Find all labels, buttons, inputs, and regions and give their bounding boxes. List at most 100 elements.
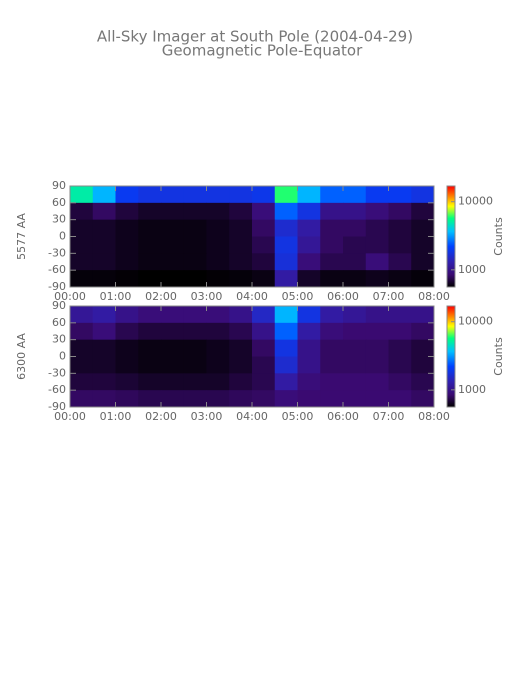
heatmap-cell (320, 236, 344, 254)
heatmap-cell (183, 253, 207, 271)
heatmap-cell (161, 322, 185, 341)
heatmap-cell (365, 390, 389, 408)
heatmap-cell (92, 253, 116, 271)
heatmap-cell (343, 322, 367, 341)
heatmap-cell (320, 306, 344, 324)
heatmap-cell (229, 270, 253, 288)
heatmap-cell (138, 236, 162, 254)
y-tick-label: -60 (48, 383, 66, 396)
heatmap-cell (138, 186, 162, 204)
heatmap-cell (70, 202, 94, 221)
x-tick-label: 03:00 (191, 290, 223, 303)
heatmap-cell (206, 253, 230, 271)
heatmap-cell (115, 356, 139, 374)
heatmap-cell (206, 339, 230, 357)
heatmap-cell (252, 373, 276, 391)
heatmap-cell (92, 390, 116, 408)
heatmap-cell (115, 219, 139, 237)
heatmap-cell (115, 339, 139, 357)
heatmap-cell (70, 339, 94, 357)
heatmap-cell (229, 253, 253, 271)
x-tick-label: 07:00 (373, 410, 405, 423)
heatmap-cell (115, 306, 139, 324)
page-title: All-Sky Imager at South Pole (2004-04-29… (97, 28, 413, 46)
heatmap-cell (365, 306, 389, 324)
heatmap-cell (70, 306, 94, 324)
heatmap-cell (229, 339, 253, 357)
heatmap-cell (183, 390, 207, 408)
x-tick-label: 08:00 (418, 290, 450, 303)
heatmap-cell (229, 219, 253, 237)
heatmap-cell (365, 236, 389, 254)
heatmap-cell (70, 186, 94, 204)
heatmap-cell (161, 186, 185, 204)
heatmap-cell (161, 373, 185, 391)
x-tick-label: 02:00 (145, 410, 177, 423)
heatmap-cell (70, 270, 94, 288)
heatmap-cell (411, 236, 435, 254)
x-tick-label: 04:00 (236, 290, 268, 303)
x-tick-label: 01:00 (100, 290, 132, 303)
x-tick-label: 05:00 (282, 410, 314, 423)
heatmap-cell (252, 219, 276, 237)
heatmap-cell (411, 270, 435, 288)
heatmap-cell (365, 373, 389, 391)
heatmap-cell (252, 236, 276, 254)
heatmap-cell (320, 322, 344, 341)
heatmap-cell (161, 253, 185, 271)
heatmap-cell (115, 270, 139, 288)
heatmap-cell (206, 322, 230, 341)
heatmap-cell (206, 219, 230, 237)
y-tick-label: 30 (52, 333, 66, 346)
heatmap-cell (252, 390, 276, 408)
x-tick-label: 03:00 (191, 410, 223, 423)
heatmap-cell (206, 186, 230, 204)
heatmap-cell (297, 219, 321, 237)
heatmap-cell (411, 390, 435, 408)
y-tick-label: 0 (59, 230, 66, 243)
y-axis-label: 5577 AA (15, 213, 28, 260)
heatmap-cell (388, 186, 412, 204)
y-tick-label: -30 (48, 246, 66, 259)
y-tick-label: 0 (59, 350, 66, 363)
heatmap-cell (92, 219, 116, 237)
heatmap-cell (229, 390, 253, 408)
y-tick-label: 30 (52, 213, 66, 226)
heatmap-cell (161, 356, 185, 374)
heatmap-cell (161, 219, 185, 237)
heatmap-cell (388, 270, 412, 288)
heatmap-cell (183, 236, 207, 254)
heatmap-cell (183, 356, 207, 374)
heatmap-cell (252, 356, 276, 374)
heatmap-cell (297, 306, 321, 324)
heatmap-cell (388, 202, 412, 221)
heatmap-cell (206, 270, 230, 288)
heatmap-cell (138, 253, 162, 271)
heatmap-cell (320, 253, 344, 271)
heatmap-cell (388, 322, 412, 341)
heatmap-cell (252, 202, 276, 221)
heatmap-cell (343, 219, 367, 237)
heatmap-cell (297, 270, 321, 288)
heatmap-cell (411, 186, 435, 204)
heatmap-cell (365, 322, 389, 341)
heatmap-cell (92, 186, 116, 204)
heatmap-cell (138, 322, 162, 341)
heatmap-cell (161, 390, 185, 408)
heatmap-cell (206, 356, 230, 374)
heatmap-cell (161, 236, 185, 254)
heatmap-cell (274, 322, 298, 341)
heatmap-cell (343, 373, 367, 391)
heatmap-cell (388, 306, 412, 324)
heatmap-cell (343, 306, 367, 324)
heatmap-cell (320, 186, 344, 204)
heatmap-cell (297, 373, 321, 391)
heatmap-cell (274, 373, 298, 391)
heatmap-cell (388, 356, 412, 374)
heatmap-cell (388, 373, 412, 391)
colorbar-tick-label: 1000 (458, 383, 486, 396)
heatmap-cell (320, 270, 344, 288)
colorbar-tick-label: 10000 (458, 315, 493, 328)
page-subtitle: Geomagnetic Pole-Equator (162, 42, 363, 60)
heatmap-cell (115, 186, 139, 204)
